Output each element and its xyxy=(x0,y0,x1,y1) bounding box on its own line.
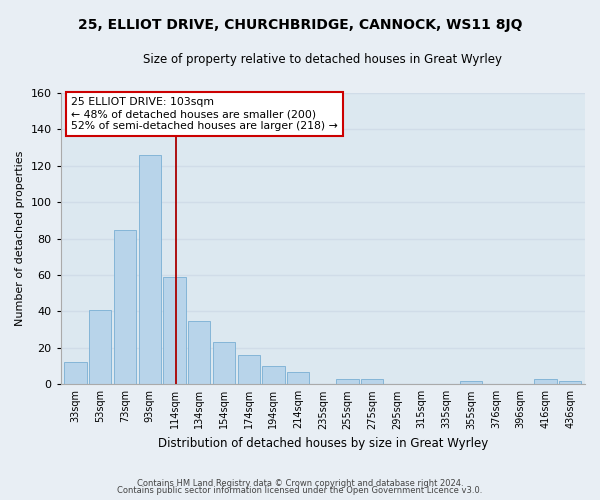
Bar xyxy=(188,320,211,384)
Bar xyxy=(89,310,112,384)
Bar xyxy=(213,342,235,384)
Text: Contains HM Land Registry data © Crown copyright and database right 2024.: Contains HM Land Registry data © Crown c… xyxy=(137,478,463,488)
Bar xyxy=(139,155,161,384)
Bar xyxy=(114,230,136,384)
Bar xyxy=(337,379,359,384)
Bar xyxy=(535,379,557,384)
Text: Contains public sector information licensed under the Open Government Licence v3: Contains public sector information licen… xyxy=(118,486,482,495)
Bar xyxy=(287,372,309,384)
Bar xyxy=(262,366,284,384)
Text: 25, ELLIOT DRIVE, CHURCHBRIDGE, CANNOCK, WS11 8JQ: 25, ELLIOT DRIVE, CHURCHBRIDGE, CANNOCK,… xyxy=(78,18,522,32)
Title: Size of property relative to detached houses in Great Wyrley: Size of property relative to detached ho… xyxy=(143,52,502,66)
Bar xyxy=(559,380,581,384)
Y-axis label: Number of detached properties: Number of detached properties xyxy=(15,151,25,326)
Bar xyxy=(238,355,260,384)
X-axis label: Distribution of detached houses by size in Great Wyrley: Distribution of detached houses by size … xyxy=(158,437,488,450)
Bar xyxy=(361,379,383,384)
Text: 25 ELLIOT DRIVE: 103sqm
← 48% of detached houses are smaller (200)
52% of semi-d: 25 ELLIOT DRIVE: 103sqm ← 48% of detache… xyxy=(71,98,338,130)
Bar xyxy=(64,362,86,384)
Bar xyxy=(460,380,482,384)
Bar xyxy=(163,277,185,384)
